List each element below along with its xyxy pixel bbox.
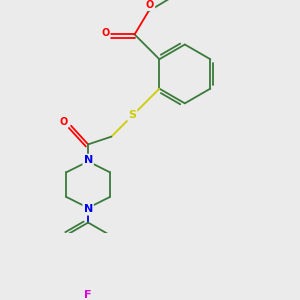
Text: O: O (146, 0, 154, 10)
Text: F: F (84, 290, 92, 300)
Text: N: N (83, 155, 93, 165)
Text: S: S (128, 110, 136, 120)
Text: O: O (101, 28, 109, 38)
Text: N: N (83, 204, 93, 214)
Text: O: O (59, 117, 68, 127)
